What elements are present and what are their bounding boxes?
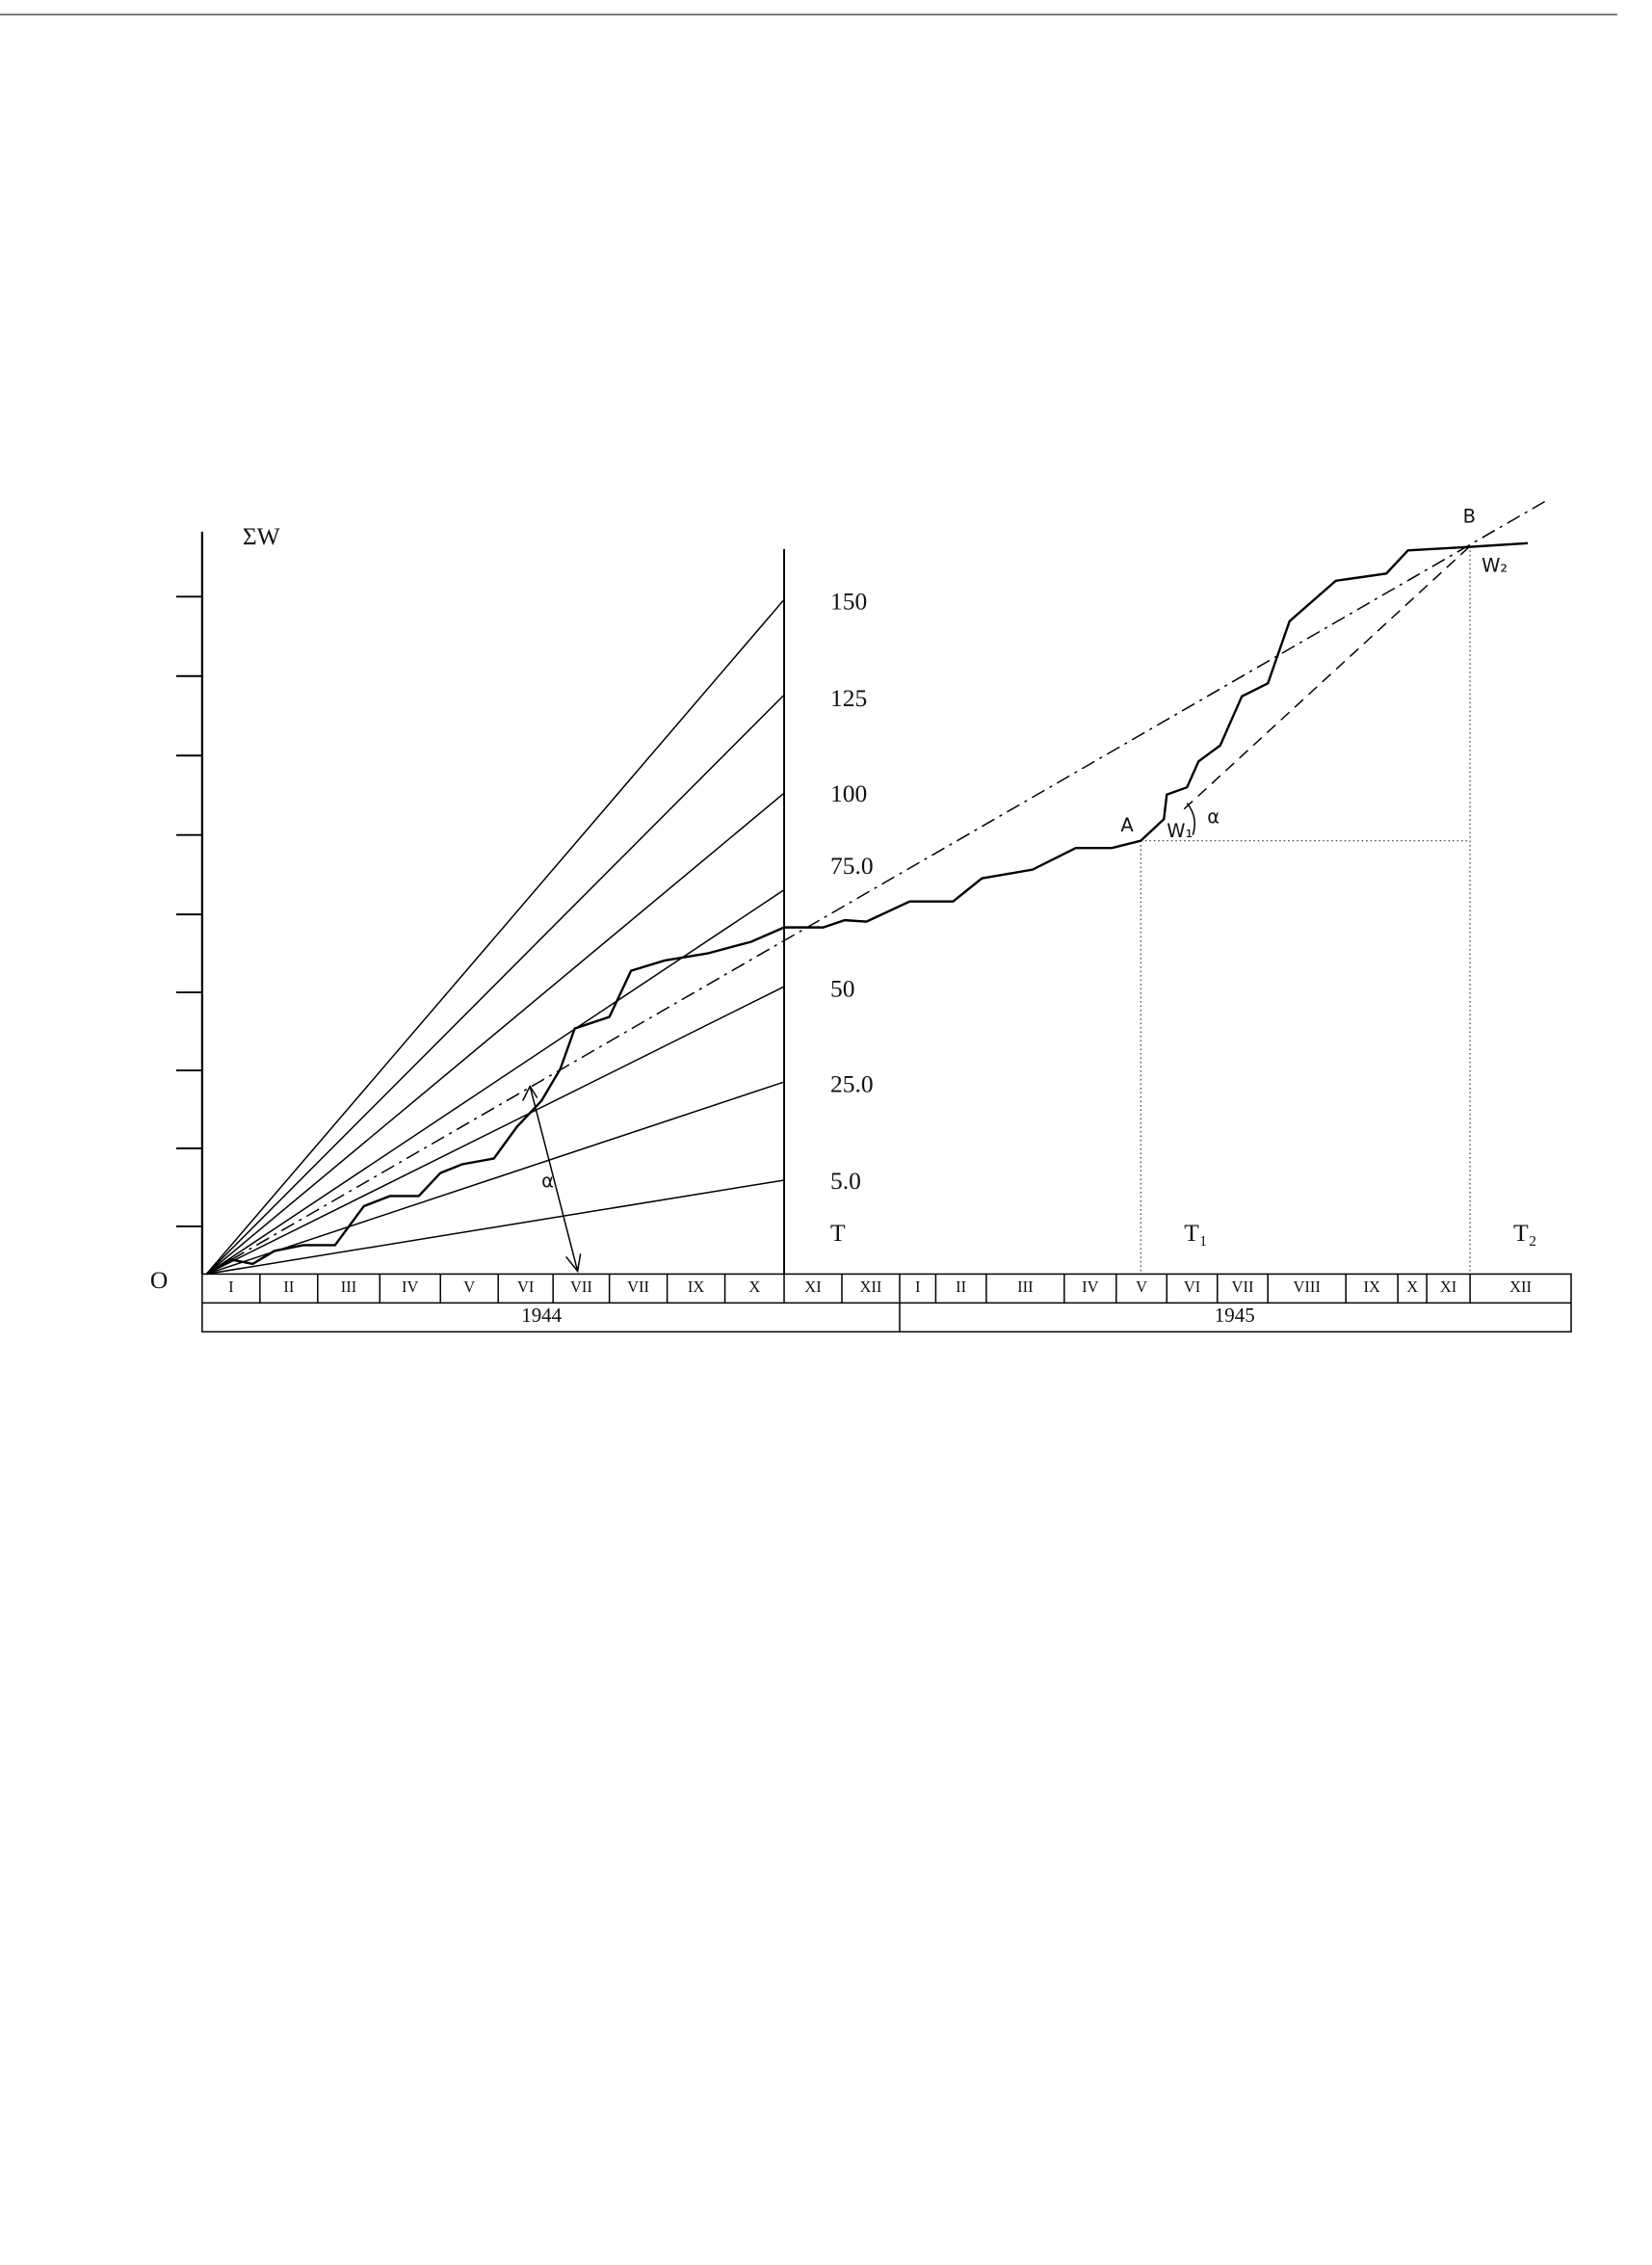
month-label: IV	[402, 1277, 418, 1296]
trend-line	[206, 500, 1546, 1276]
month-label: VIII	[1294, 1277, 1321, 1296]
time-marker: T₂	[1513, 1219, 1536, 1247]
time-marker: T₁	[1184, 1219, 1207, 1247]
w2-label: W₂	[1482, 554, 1508, 576]
fan-lines	[205, 598, 785, 1276]
angle-arrow	[522, 803, 1195, 1274]
cumulative-curve	[205, 541, 1529, 1276]
point-b: B	[1463, 505, 1476, 527]
month-label: VI	[1184, 1277, 1200, 1296]
point-a: A	[1120, 814, 1134, 836]
fan-line	[205, 792, 785, 1275]
month-label: XI	[1440, 1277, 1456, 1296]
month-label: VII	[627, 1277, 649, 1296]
month-label: X	[1406, 1277, 1418, 1296]
y-label: ΣW	[243, 522, 280, 550]
w1-label: W₁	[1167, 820, 1193, 842]
month-label: VI	[517, 1277, 534, 1296]
origin-label: O	[150, 1266, 168, 1294]
fan-label: 125	[830, 684, 867, 712]
month-bar	[201, 1273, 1572, 1333]
month-label: III	[1017, 1277, 1033, 1296]
fan-line	[205, 598, 785, 1275]
month-label: I	[915, 1277, 921, 1296]
month-label: III	[341, 1277, 356, 1296]
month-label: II	[283, 1277, 294, 1296]
year-label: 1944	[521, 1304, 562, 1327]
fan-line	[206, 986, 785, 1276]
fan-line	[206, 1179, 785, 1276]
fan-label: 5.0	[830, 1167, 861, 1195]
fan-line	[205, 889, 785, 1276]
fan-label: 25.0	[830, 1069, 874, 1097]
guides	[1140, 545, 1471, 1275]
angle-label: α	[541, 1170, 554, 1192]
year-label: 1945	[1215, 1304, 1255, 1327]
month-label: VII	[1232, 1277, 1254, 1296]
month-label: I	[228, 1277, 234, 1296]
angle-label: α	[1207, 805, 1219, 828]
month-label: II	[956, 1277, 966, 1296]
fan-line	[206, 1081, 785, 1276]
month-label: IX	[1363, 1277, 1379, 1296]
slope-line	[1183, 545, 1471, 810]
month-label: IX	[688, 1277, 704, 1296]
month-label: XI	[804, 1277, 821, 1296]
fan-label: 150	[830, 588, 867, 616]
month-label: XII	[860, 1277, 882, 1296]
time-marker: T	[830, 1219, 846, 1247]
month-label: XII	[1509, 1277, 1532, 1296]
fan-label: 75.0	[830, 852, 874, 880]
y-ticks	[175, 595, 202, 1227]
month-label: VII	[570, 1277, 592, 1296]
month-label: X	[748, 1277, 760, 1296]
fan-line	[205, 694, 785, 1275]
month-label: IV	[1082, 1277, 1098, 1296]
month-label: V	[1136, 1277, 1147, 1296]
fan-label: 100	[830, 779, 867, 807]
month-label: V	[463, 1277, 475, 1296]
fan-label: 50	[830, 974, 854, 1002]
